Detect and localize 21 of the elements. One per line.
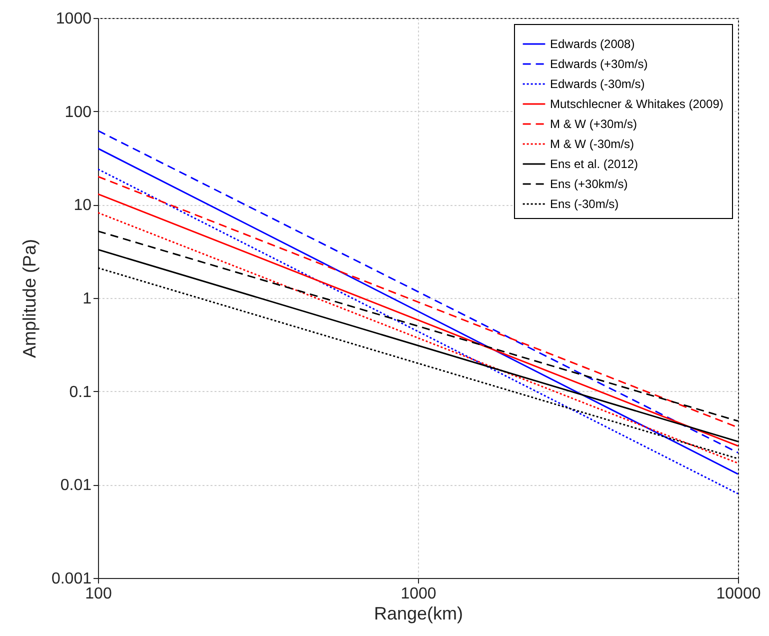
legend-label: Edwards (+30m/s) [550,57,648,71]
x-tick-label: 1000 [400,586,436,602]
x-axis-title: Range(km) [374,604,464,624]
y-tick-label: 100 [64,104,92,121]
legend-label: M & W (-30m/s) [550,137,634,151]
legend-label: Ens (+30km/s) [550,177,628,191]
legend-label: Mutschlecner & Whitakes (2009) [550,97,724,111]
legend-label: Ens (-30m/s) [550,197,619,211]
y-tick-label: 1000 [56,10,92,28]
y-tick-label: 0.001 [51,570,92,588]
y-tick-label: 0.1 [69,384,92,401]
x-tick-label: 10000 [716,586,761,602]
y-tick-label: 0.01 [60,477,92,494]
y-tick-label: 10 [74,197,92,214]
y-axis-title: Amplitude (Pa) [19,238,40,358]
legend-label: Edwards (-30m/s) [550,77,645,91]
x-tick-label: 100 [85,586,112,602]
legend-label: M & W (+30m/s) [550,117,638,131]
legend-label: Edwards (2008) [550,37,635,51]
legend-label: Ens et al. (2012) [550,157,638,171]
y-tick-label: 1 [82,290,92,308]
